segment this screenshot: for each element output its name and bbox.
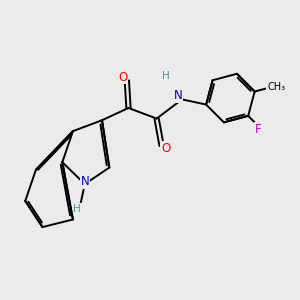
Text: N: N [174, 89, 182, 102]
Text: O: O [161, 142, 170, 155]
Text: H: H [162, 71, 170, 81]
Text: CH₃: CH₃ [267, 82, 285, 92]
Text: N: N [80, 175, 89, 188]
Text: H: H [73, 204, 81, 214]
Text: O: O [118, 71, 128, 84]
Text: F: F [255, 123, 262, 136]
